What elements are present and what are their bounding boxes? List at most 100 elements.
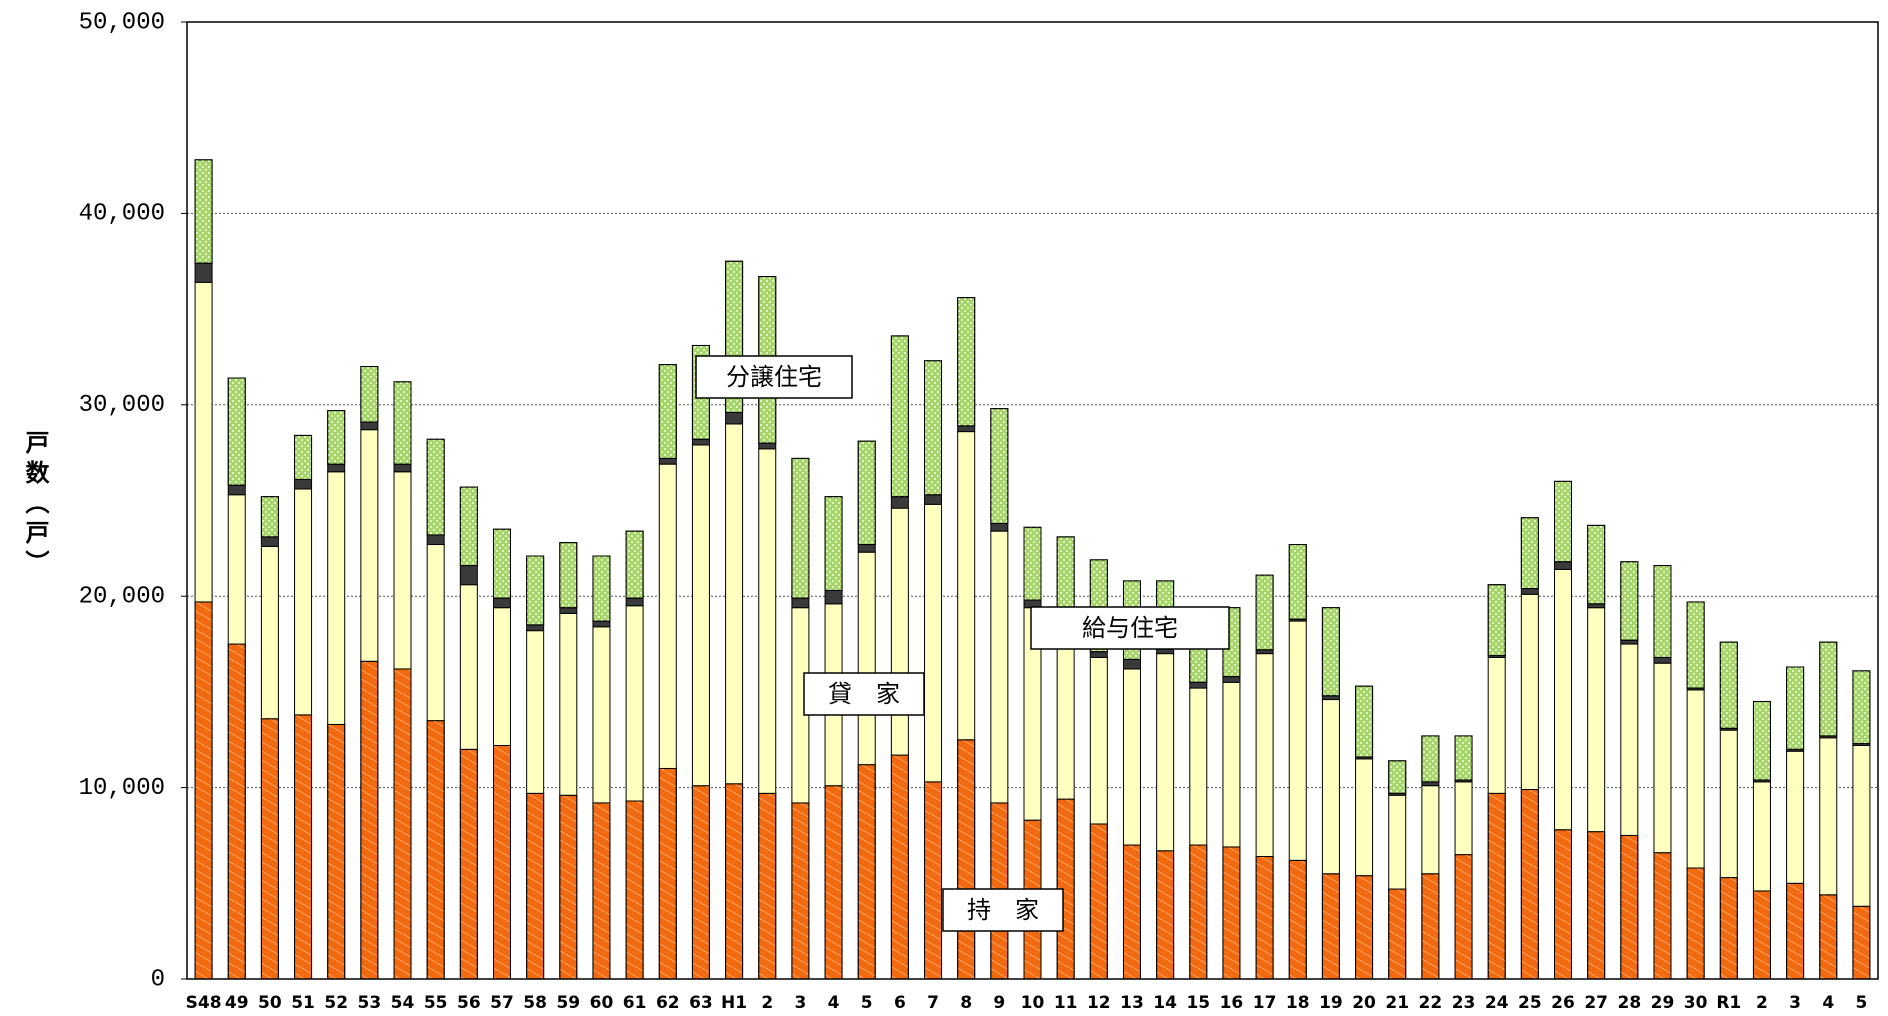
bar-fill: [1620, 639, 1639, 645]
bar-pattern: [625, 800, 644, 980]
x-tick-label: 11: [1054, 993, 1078, 1013]
bar-pattern: [1388, 888, 1407, 980]
bar-segment: [426, 534, 445, 546]
x-tick-label: 6: [894, 993, 906, 1013]
bar-pattern: [1255, 856, 1274, 980]
bar-segment: [691, 785, 710, 980]
bar-fill: [1222, 676, 1241, 683]
bar-fill: [658, 457, 677, 465]
bar-segment: [260, 496, 279, 538]
bar-segment: [625, 605, 644, 802]
x-tick-label: 5: [861, 993, 873, 1013]
bar-segment: [1288, 544, 1307, 620]
bar-segment: [625, 597, 644, 607]
bar-fill: [1288, 620, 1307, 861]
bar-segment: [890, 754, 909, 980]
bar-pattern: [1089, 823, 1108, 980]
bar-segment: [327, 463, 346, 473]
bar-fill: [1156, 653, 1175, 852]
bar-fill: [260, 536, 279, 547]
bar-pattern: [327, 410, 346, 465]
bar-segment: [758, 792, 777, 980]
bar-segment: [1752, 700, 1771, 781]
x-tick-label: 63: [689, 993, 713, 1013]
bar-pattern: [1819, 641, 1838, 737]
bar-fill: [1056, 635, 1075, 800]
bar-pattern: [1156, 850, 1175, 980]
x-tick-label: H1: [721, 993, 747, 1013]
bar-segment: [658, 364, 677, 459]
y-tick-label: 50,000: [79, 9, 165, 36]
bar-segment: [426, 544, 445, 722]
bar-segment: [559, 607, 578, 614]
x-tick-label: 9: [993, 993, 1005, 1013]
bar-pattern: [194, 159, 213, 264]
bar-pattern: [592, 555, 611, 622]
bar-fill: [459, 584, 478, 750]
bar-pattern: [691, 785, 710, 980]
bar-segment: [393, 463, 412, 473]
y-tick-label: 10,000: [79, 775, 165, 802]
bar-fill: [294, 478, 313, 490]
bar-segment: [559, 612, 578, 796]
bar-pattern: [1421, 735, 1440, 783]
bar-segment: [1819, 641, 1838, 737]
bar-pattern: [1752, 890, 1771, 980]
x-tick-label: 15: [1186, 993, 1210, 1013]
bar-segment: [1156, 653, 1175, 852]
bar-pattern: [1023, 526, 1042, 601]
bar-segment: [1587, 524, 1606, 605]
bar-pattern: [492, 744, 511, 980]
bar-segment: [492, 744, 511, 980]
bar-pattern: [1852, 905, 1871, 980]
bar-pattern: [1587, 524, 1606, 605]
bar-segment: [294, 434, 313, 480]
x-tick-label: 7: [927, 993, 939, 1013]
bar-pattern: [459, 748, 478, 980]
bar-segment: [526, 630, 545, 794]
bar-fill: [1321, 699, 1340, 875]
bar-fill: [1554, 561, 1573, 570]
bar-pattern: [1355, 685, 1374, 758]
x-tick-label: 25: [1518, 993, 1542, 1013]
legend-box: [803, 672, 925, 716]
bar-segment: [294, 478, 313, 490]
bar-fill: [824, 589, 843, 605]
bar-pattern: [1587, 831, 1606, 980]
bar-segment: [1653, 565, 1672, 658]
bar-segment: [758, 442, 777, 450]
bar-fill: [890, 507, 909, 756]
bar-segment: [592, 802, 611, 980]
bar-pattern: [890, 335, 909, 498]
bar-pattern: [1686, 601, 1705, 689]
bar-segment: [327, 471, 346, 725]
bar-segment: [1487, 656, 1506, 794]
bar-segment: [957, 425, 976, 433]
bar-pattern: [1454, 854, 1473, 980]
bar-pattern: [758, 792, 777, 980]
bar-fill: [459, 565, 478, 586]
x-tick-label: 21: [1385, 993, 1409, 1013]
bar-pattern: [426, 720, 445, 980]
x-tick-label: 51: [291, 993, 315, 1013]
x-tick-label: 57: [490, 993, 514, 1013]
bar-segment: [1056, 635, 1075, 800]
bar-segment: [327, 410, 346, 465]
bar-segment: [725, 423, 744, 785]
bar-segment: [824, 589, 843, 605]
bar-pattern: [1321, 607, 1340, 697]
bar-fill: [691, 438, 710, 446]
bar-segment: [857, 764, 876, 980]
bar-segment: [1487, 792, 1506, 980]
bar-fill: [393, 463, 412, 473]
bar-pattern: [1255, 574, 1274, 651]
bar-fill: [1620, 643, 1639, 836]
bar-segment: [924, 360, 943, 496]
bar-segment: [1786, 882, 1805, 980]
bar-fill: [294, 488, 313, 716]
bar-pattern: [526, 555, 545, 626]
bar-segment: [890, 507, 909, 756]
bar-pattern: [1752, 700, 1771, 781]
bar-pattern: [1719, 641, 1738, 729]
bar-fill: [725, 411, 744, 425]
